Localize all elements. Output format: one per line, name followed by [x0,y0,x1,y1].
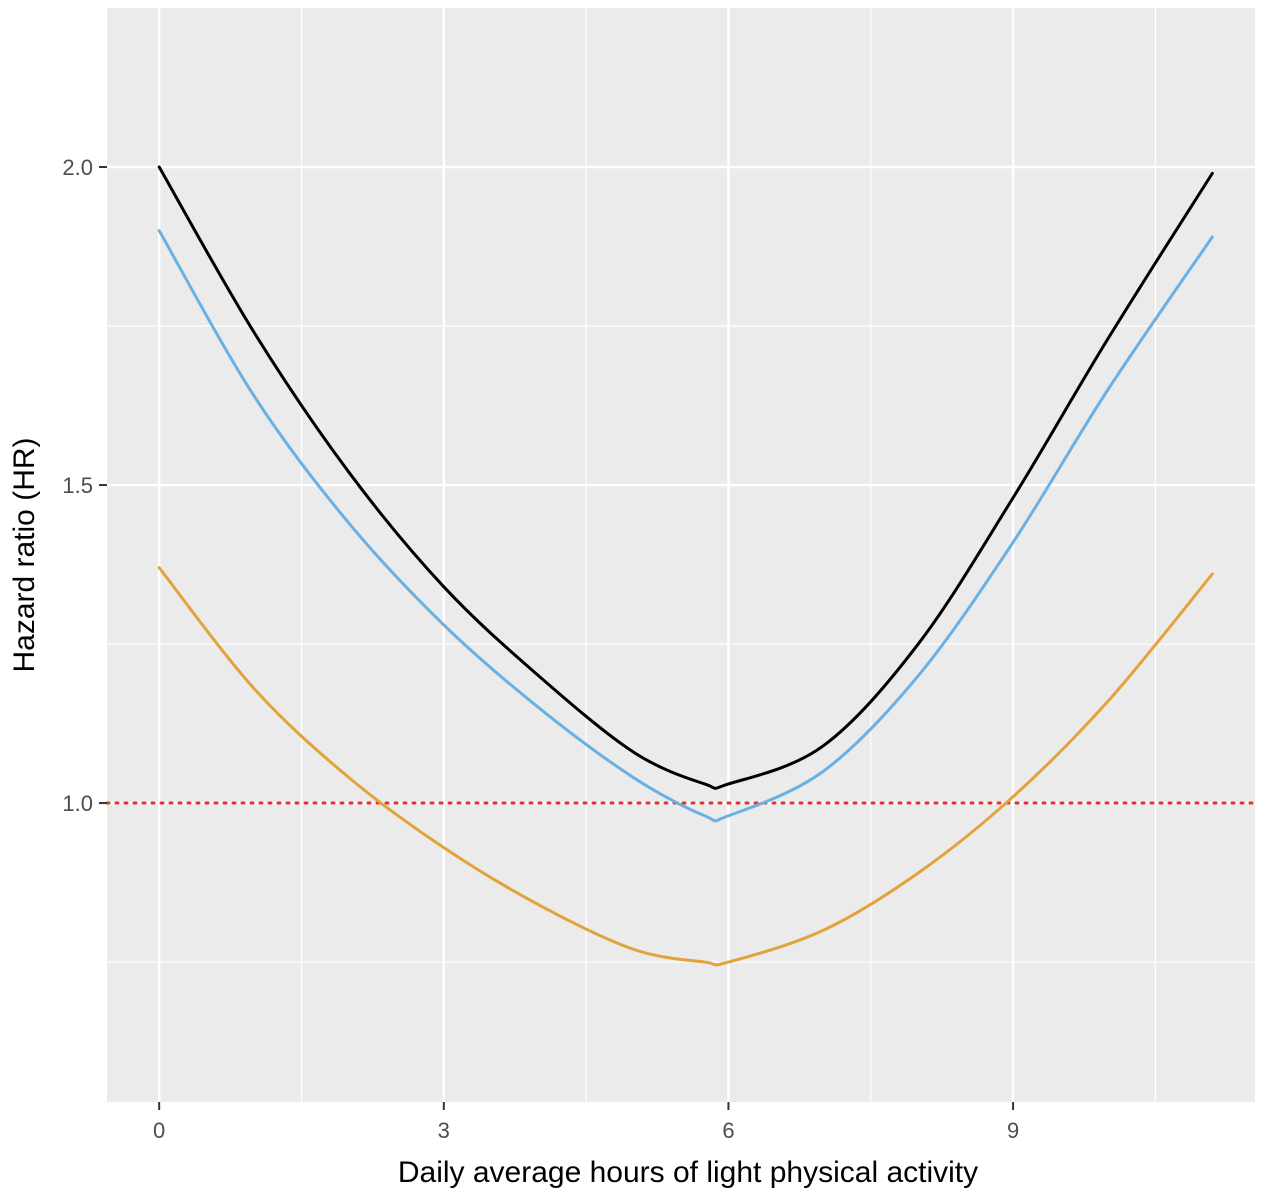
plot-panel [107,8,1255,1102]
x-tick-label: 0 [153,1118,165,1143]
x-tick-label: 6 [722,1118,734,1143]
series-line-3 [157,566,1214,967]
series-line-2 [157,229,1214,823]
y-tick-label: 2.0 [62,155,93,180]
y-axis-title: Hazard ratio (HR) [8,437,41,672]
x-tick-label: 9 [1007,1118,1019,1143]
x-tick-label: 3 [438,1118,450,1143]
series-layer [157,165,1214,967]
y-tick-label: 1.5 [62,473,93,498]
y-tick-label: 1.0 [62,791,93,816]
series-line-1 [157,165,1214,790]
axis-ticks: 0 3 6 9 1.0 1.5 2.0 [62,155,1019,1143]
x-axis-title: Daily average hours of light physical ac… [398,1156,978,1189]
minor-gridlines [107,8,1255,1102]
